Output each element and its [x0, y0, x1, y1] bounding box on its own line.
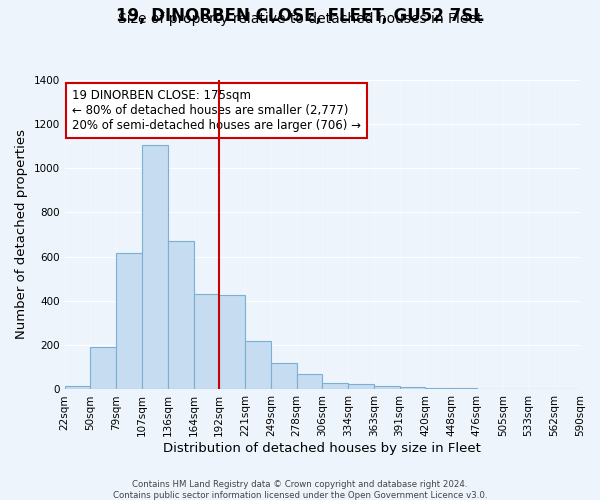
Bar [65, 386, 91, 390]
Bar [322, 383, 348, 390]
Bar [348, 384, 374, 390]
Text: Size of property relative to detached houses in Fleet: Size of property relative to detached ho… [118, 12, 482, 26]
Bar [142, 145, 168, 390]
Y-axis label: Number of detached properties: Number of detached properties [15, 130, 28, 340]
Bar [271, 363, 296, 390]
Bar [425, 388, 451, 390]
Bar [116, 254, 142, 390]
Bar [451, 388, 477, 390]
Bar [296, 374, 322, 390]
Text: 19 DINORBEN CLOSE: 175sqm
← 80% of detached houses are smaller (2,777)
20% of se: 19 DINORBEN CLOSE: 175sqm ← 80% of detac… [73, 89, 361, 132]
X-axis label: Distribution of detached houses by size in Fleet: Distribution of detached houses by size … [163, 442, 481, 455]
Bar [219, 296, 245, 390]
Text: 19, DINORBEN CLOSE, FLEET, GU52 7SL: 19, DINORBEN CLOSE, FLEET, GU52 7SL [116, 8, 484, 26]
Bar [91, 348, 116, 390]
Bar [245, 341, 271, 390]
Bar [374, 386, 400, 390]
Bar [193, 294, 219, 390]
Bar [168, 241, 193, 390]
Bar [400, 387, 425, 390]
Text: Contains HM Land Registry data © Crown copyright and database right 2024.
Contai: Contains HM Land Registry data © Crown c… [113, 480, 487, 500]
